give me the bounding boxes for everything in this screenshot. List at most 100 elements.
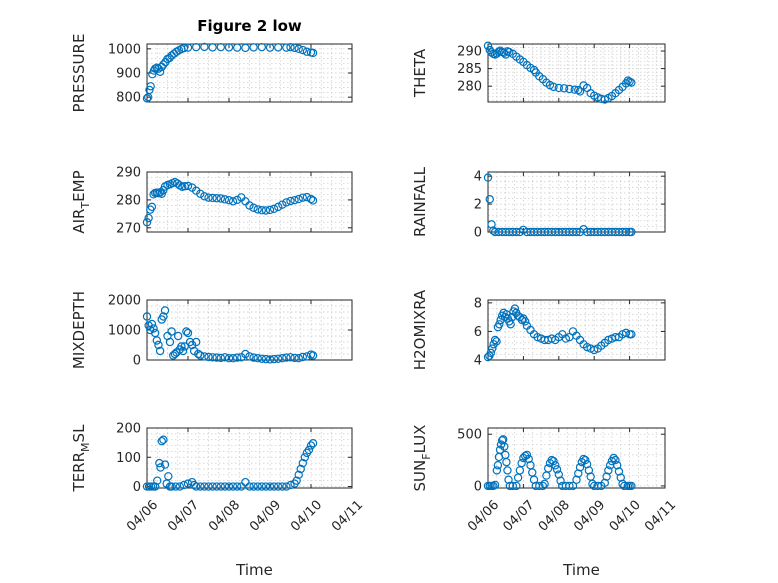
data-point [150,482,160,491]
data-point [504,475,513,484]
plot-frame [487,299,666,361]
x-tick-label: 04/09 [247,498,284,535]
data-point [232,195,242,205]
data-point [549,456,558,466]
data-point [529,65,539,75]
data-point [175,482,184,491]
data-point [495,320,504,329]
data-point [282,353,291,362]
data-point [145,85,154,95]
data-point [269,482,279,491]
data-point [282,198,291,207]
data-point [294,470,303,480]
data-point [572,475,581,484]
data-point [212,194,221,203]
data-point [510,304,520,313]
data-point [232,43,242,52]
y-axis-label-subscript: F [420,453,433,459]
data-point [494,47,503,56]
data-point [609,453,618,463]
data-point [554,470,564,479]
y-tick-label: 285 [457,62,482,77]
data-point [208,43,217,52]
data-point [249,203,258,212]
data-point [500,442,509,451]
data-point [574,85,583,95]
y-axis-label-main: TERR [70,452,88,493]
data-point [178,346,188,356]
x-tick-label: 04/08 [536,498,573,535]
data-point [294,354,303,363]
data-point [627,227,636,237]
data-point [286,353,295,362]
data-point [269,204,279,214]
y-axis-label: PRESSURE [70,34,88,113]
y-tick-label: 1000 [108,42,141,57]
data-point [182,327,191,336]
data-point [179,43,189,53]
data-point [159,435,168,444]
y-axis-label-rest: LUX [411,425,429,454]
data-point [165,53,174,63]
data-point [257,354,266,363]
y-axis-label-main: THETA [411,48,429,98]
plot-frame [487,43,666,103]
data-point [492,466,502,475]
y-axis-label-main: PRESSURE [70,34,88,113]
chart-title: Figure 2 low [197,17,302,35]
data-point [286,196,295,206]
data-point [241,43,250,53]
y-tick-label: 2000 [108,294,141,309]
y-tick-label: 0 [474,226,482,241]
data-point [292,476,301,485]
data-point [489,481,498,491]
y-axis-label-main: H2OMIXRA [411,289,429,370]
data-point [142,94,152,103]
data-point [551,461,560,470]
data-point [300,453,310,462]
y-axis-label-main: AIR [70,209,88,234]
y-tick-label: 2 [474,198,482,213]
data-point [245,201,254,210]
y-tick-label: 4 [474,170,482,185]
data-point [204,352,213,362]
data-point [245,482,254,491]
x-tick-label: 04/08 [206,498,243,535]
subplot-theta: 280 285 290 THETA [411,41,666,104]
data-point [149,324,158,333]
data-point [554,83,564,93]
data-point [505,481,515,491]
data-point [308,48,318,58]
subplot-h2omixra: 4 6 8 H2OMIXRA [411,289,666,370]
x-tick-label: 04/10 [288,498,325,535]
data-point [502,457,511,467]
data-point [538,481,548,491]
data-point [627,481,636,491]
data-point [241,349,250,359]
x-axis-label: Time [235,561,273,579]
data-point [160,460,170,469]
y-tick-label: 4 [474,354,482,369]
y-tick-label: 290 [116,166,141,181]
data-point [540,479,549,489]
data-point [257,482,266,491]
data-point [149,66,159,75]
data-point [147,202,157,212]
data-point [249,353,258,362]
x-tick-label: 04/07 [165,498,202,535]
data-point [559,84,569,93]
data-point [196,482,205,491]
data-point [282,482,291,491]
plot-frame [146,427,353,489]
data-point [253,205,262,214]
data-point [179,480,189,490]
data-point [625,77,634,86]
data-point [228,482,238,491]
x-axis-label: Time [562,561,600,579]
data-point [257,206,266,215]
data-point [616,473,625,482]
y-tick-label: 0 [474,479,482,494]
data-point [208,193,217,203]
data-point [212,482,221,491]
data-point [298,193,307,202]
